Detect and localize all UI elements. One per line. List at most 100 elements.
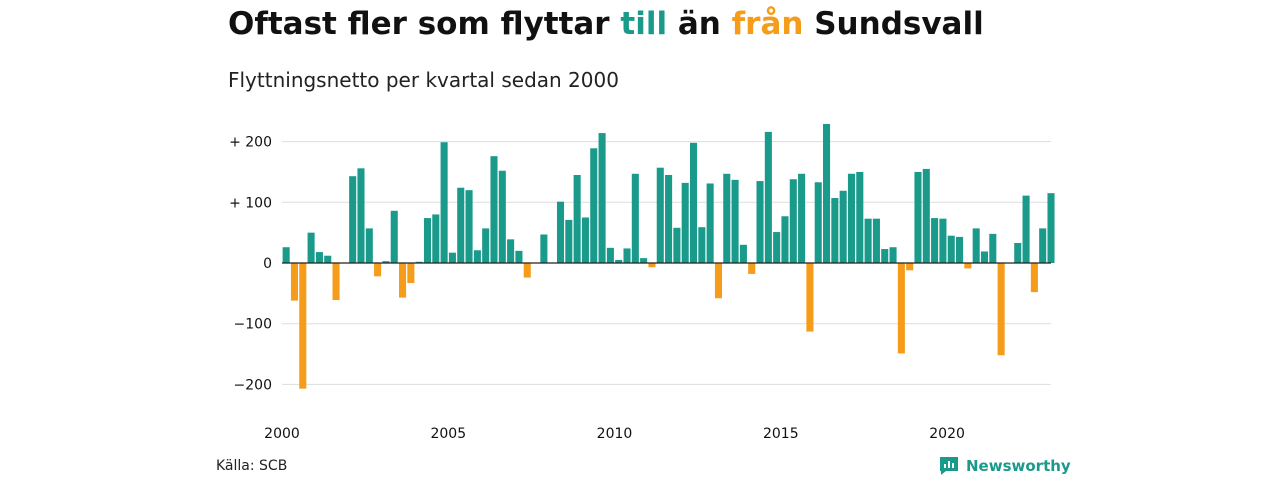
bar (382, 261, 390, 263)
bar (498, 170, 506, 263)
x-tick-label: 2005 (430, 426, 466, 442)
bar (997, 263, 1005, 356)
newsworthy-icon (940, 457, 958, 475)
bar (764, 131, 772, 263)
bar (897, 263, 905, 354)
y-tick-label: + 100 (229, 195, 272, 211)
bar (332, 263, 340, 301)
bar (465, 190, 473, 263)
bar (457, 187, 465, 263)
bar (390, 210, 398, 263)
title-highlight-till: till (620, 6, 668, 42)
bar (1047, 193, 1055, 263)
bar (1014, 242, 1022, 263)
bar (615, 259, 623, 263)
bar (299, 263, 307, 389)
bar (473, 250, 481, 263)
bar (631, 173, 639, 263)
bar (324, 255, 332, 263)
bar (523, 263, 531, 278)
x-tick-label: 2015 (763, 426, 799, 442)
chart-title: Oftast fler som flyttar till än från Sun… (228, 6, 984, 42)
bar (357, 168, 365, 263)
bar (964, 263, 972, 269)
bar (515, 250, 523, 263)
brand-name: Newsworthy (966, 457, 1071, 475)
bar (681, 182, 689, 263)
bar (756, 181, 764, 263)
bar (349, 176, 357, 263)
bar (839, 190, 847, 263)
bar (623, 248, 631, 263)
bar (922, 168, 930, 263)
bar (407, 263, 415, 284)
bar (590, 148, 598, 263)
bar (540, 234, 548, 263)
y-axis: + 200 + 100 0 −100 −200 (229, 135, 272, 394)
bar (864, 218, 872, 263)
bar (748, 263, 756, 274)
y-tick-label: 0 (263, 256, 272, 272)
chart-subtitle: Flyttningsnetto per kvartal sedan 2000 (228, 68, 619, 92)
bar (980, 251, 989, 263)
title-part-5: Sundsvall (803, 6, 984, 42)
bar (706, 183, 714, 263)
bar (814, 182, 822, 263)
bar (482, 228, 490, 263)
bar (714, 263, 722, 299)
y-tick-label: −100 (234, 317, 272, 333)
bar (739, 244, 747, 263)
bar (881, 249, 889, 263)
bar (606, 247, 614, 263)
bar (856, 171, 864, 263)
bar (665, 174, 673, 264)
bar (872, 218, 880, 263)
bar (374, 263, 382, 277)
bar (931, 218, 939, 263)
title-part-1: Oftast fler som flyttar (228, 6, 621, 42)
bar (565, 219, 573, 263)
y-tick-label: −200 (234, 377, 272, 393)
bar (432, 214, 440, 263)
bar (290, 263, 299, 301)
bar (914, 171, 922, 263)
bar (781, 216, 789, 263)
bar (1030, 263, 1038, 293)
bar (556, 201, 565, 263)
bar (507, 239, 515, 263)
bar (773, 232, 781, 263)
bar (315, 252, 323, 263)
bar (731, 179, 739, 263)
x-axis: 2000 2005 2010 2015 2020 (264, 426, 965, 442)
bar (598, 133, 606, 263)
bar (939, 218, 947, 263)
bar (723, 173, 731, 263)
bar (581, 217, 589, 263)
source-note: Källa: SCB (216, 458, 288, 474)
brand-logo: Newsworthy (938, 455, 1071, 477)
bar (798, 173, 806, 263)
bar (423, 218, 432, 263)
bar (440, 142, 448, 263)
bar (307, 232, 315, 263)
bar (282, 247, 290, 263)
bar (806, 263, 814, 332)
bar (448, 252, 456, 263)
bar (989, 233, 997, 263)
bar (490, 156, 498, 263)
bar (656, 167, 664, 263)
bar (689, 142, 698, 263)
bar (906, 263, 914, 271)
bar (648, 263, 656, 268)
bar (847, 173, 856, 263)
x-tick-label: 2020 (929, 426, 965, 442)
y-tick-label: + 200 (229, 135, 272, 151)
title-part-3: än (667, 6, 732, 42)
bar (640, 258, 648, 263)
bar (698, 227, 706, 263)
title-highlight-fran: från (731, 6, 804, 42)
bar (673, 227, 681, 263)
bar (956, 236, 964, 263)
bar (789, 179, 797, 263)
